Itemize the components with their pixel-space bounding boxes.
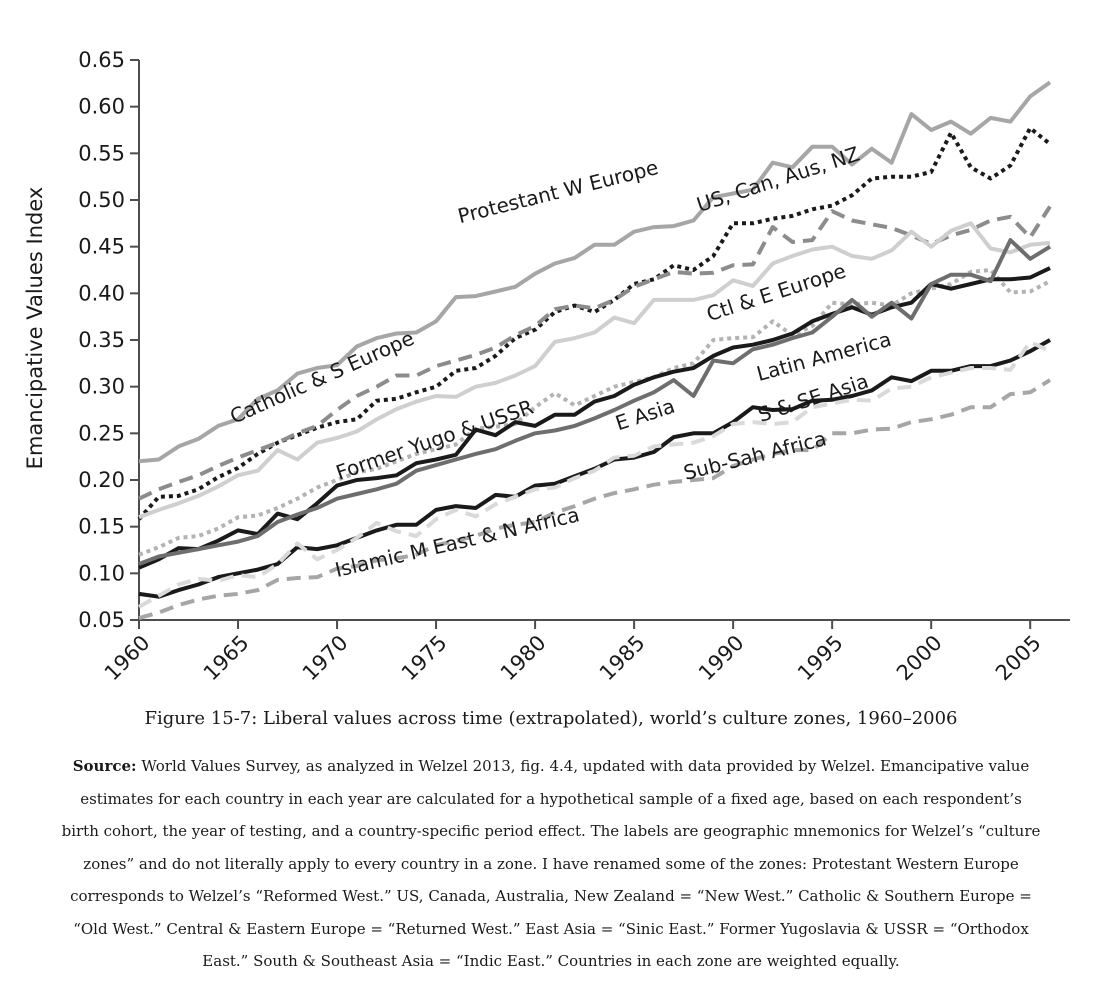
y-axis-title: Emancipative Values Index	[23, 187, 47, 470]
series-line-protestant-w-europe	[138, 80, 1052, 464]
source-note: Source: World Values Survey, as analyzed…	[60, 750, 1042, 978]
x-tick-label: 1975	[397, 631, 452, 686]
series-line-catholic-s-europe	[138, 205, 1052, 501]
y-tick-label: 0.65	[78, 48, 125, 72]
series-label: E Asia	[612, 394, 677, 436]
y-tick-label: 0.45	[78, 235, 125, 259]
source-text: World Values Survey, as analyzed in Welz…	[61, 757, 1041, 970]
series-line-former-yugo-ussr	[138, 268, 1051, 557]
x-tick-label: 2005	[991, 631, 1046, 686]
x-tick-label: 1970	[298, 631, 353, 686]
y-tick-label: 0.35	[78, 328, 125, 352]
x-tick-label: 2000	[892, 631, 947, 686]
series-label: Former Yugo & USSR	[333, 395, 537, 485]
series-label: Protestant W Europe	[455, 155, 660, 228]
y-tick-label: 0.25	[78, 421, 125, 445]
series-line-ctl-e-europe	[138, 221, 1051, 520]
x-tick-label: 1995	[793, 631, 848, 686]
series-label: Islamic M East & N Africa	[333, 502, 582, 582]
x-tick-label: 1960	[100, 631, 155, 686]
y-tick-label: 0.30	[78, 375, 125, 399]
y-tick-label: 0.40	[78, 281, 125, 305]
series-labels: Protestant W Europe US, Can, Aus, NZCatho…	[226, 142, 893, 582]
x-tick-label: 1965	[199, 631, 254, 686]
emancipative-values-chart: 0.05 0.10 0.15 0.20 0.25 0.30 0.35 0.40 0.45 0.50…	[23, 48, 1070, 685]
series-line-islamic-m-east-n-africa	[138, 378, 1052, 621]
y-tick-label: 0.10	[78, 561, 125, 585]
y-tick-label: 0.20	[78, 468, 125, 492]
y-tick-label: 0.05	[78, 608, 125, 632]
series-label: Latin America	[754, 327, 894, 386]
axes	[138, 60, 1070, 621]
y-tick-label: 0.55	[78, 141, 125, 165]
y-ticks: 0.05 0.10 0.15 0.20 0.25 0.30 0.35 0.40 0.45 0.50…	[78, 48, 139, 632]
x-tick-label: 1980	[496, 631, 551, 686]
series-line-sub-sah-africa	[138, 339, 1051, 609]
x-tick-label: 1985	[595, 631, 650, 686]
source-label: Source:	[72, 757, 137, 775]
x-ticks: 1960 1965 1970 1975 1980 1985 1990 1995 2000 2005	[100, 620, 1046, 685]
y-tick-label: 0.50	[78, 188, 125, 212]
y-tick-label: 0.15	[78, 515, 125, 539]
figure-caption: Figure 15-7: Liberal values across time …	[144, 708, 958, 729]
series-label: US, Can, Aus, NZ	[694, 142, 863, 217]
series-lines	[137, 80, 1052, 621]
x-tick-label: 1990	[694, 631, 749, 686]
y-tick-label: 0.60	[78, 95, 125, 119]
series-line-latin-america	[138, 238, 1052, 566]
